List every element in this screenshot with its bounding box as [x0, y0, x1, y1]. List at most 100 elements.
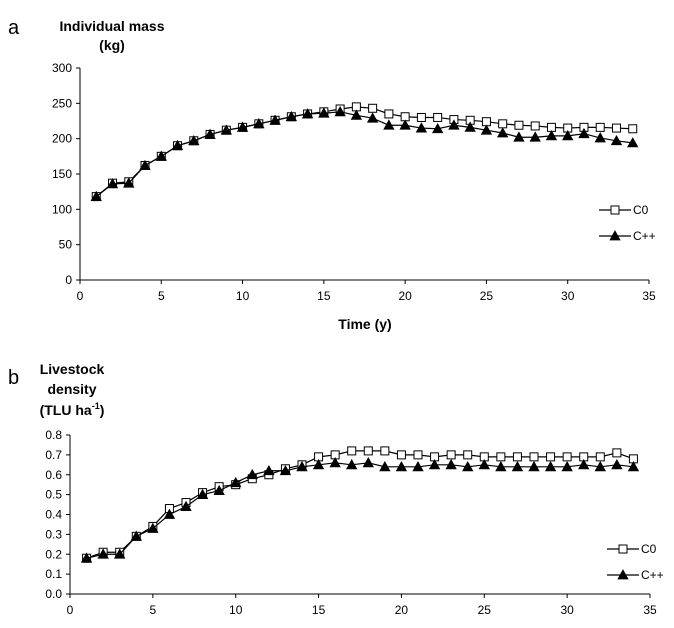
panel-b-series-cplusplus-point [578, 458, 590, 470]
panel-b-series-c0-line [86, 450, 634, 559]
panel-a-label: a [8, 17, 20, 39]
panel-a-x-tick-label: 25 [480, 289, 494, 303]
panel-a-series-cplusplus-point [480, 124, 493, 135]
panel-a-series-cplusplus-point [448, 119, 460, 130]
panel-b-y-tick-label: 0.7 [45, 448, 62, 462]
panel-b-series-cplusplus-point [163, 508, 176, 519]
panel-a-series-cplusplus-point [253, 118, 265, 129]
panel-a-series-cplusplus-point [171, 139, 184, 151]
panel-a-x-tick-label: 10 [236, 289, 250, 303]
panel-a-y-tick-label: 200 [52, 132, 72, 146]
panel-b-series-cplusplus-point [312, 458, 325, 470]
panel-a-series-cplusplus-point [301, 108, 314, 119]
panel-a-series-c0-point [498, 119, 508, 129]
panel-a-series-cplusplus-point [318, 107, 330, 118]
panel-a-series-cplusplus-point [383, 119, 395, 130]
panel-a-legend-cplusplus-marker [609, 230, 621, 241]
panel-a-y-tick-label: 250 [52, 96, 72, 110]
panel-b-y-tick-label: 0.2 [45, 547, 62, 561]
panel-b-x-tick-label: 20 [395, 603, 409, 617]
panel-a-legend-c0-marker [610, 205, 620, 215]
panel-b-axes: 0.0 0.1 0.2 0.3 0.4 0.5 0.6 0.7 0.8 0 5 10 15 20 25 30 3… [45, 428, 657, 617]
panel-b-legend-c0-marker [618, 544, 628, 554]
panel-b-y-tick-label: 0.3 [45, 527, 62, 541]
panel-b-series-cplusplus-point [114, 548, 126, 559]
panel-b-series-c0-point [446, 450, 456, 460]
panel-a-series-cplusplus-point [106, 178, 119, 189]
panel-a-series-cplusplus-point [269, 114, 281, 125]
panel-a-series-cplusplus-point [594, 132, 606, 143]
panel-a-series-cplusplus-point [155, 150, 167, 161]
panel-a-series-cplusplus-point [431, 122, 444, 134]
panel-a-series-cplusplus-point [464, 121, 476, 132]
panel-b-y-tick-label: 0.8 [45, 428, 62, 442]
panel-a-series-cplusplus-point [578, 127, 590, 139]
panel-a-y-tick-label: 300 [52, 61, 72, 75]
panel-a-series-cplusplus-point [90, 190, 102, 202]
panel-a-series-cplusplus-point [562, 130, 574, 141]
panel-a-x-tick-label: 5 [158, 289, 165, 303]
panel-a-y-tick-label: 50 [59, 238, 73, 252]
panel-b-series-c0-point [595, 452, 605, 462]
panel-b-series-cplusplus-point [528, 460, 540, 472]
panel-b-y-tick-label: 0.0 [45, 587, 62, 601]
panel-a-series-c0-point [628, 124, 638, 134]
panel-b-series-c0-point [546, 452, 556, 462]
panel-b-series-cplusplus-point [97, 548, 109, 559]
panel-b-y-tick-label: 0.4 [45, 508, 62, 522]
panel-b-x-tick-label: 30 [560, 603, 574, 617]
panel-a-series-cplusplus-point [220, 124, 232, 135]
panel-b-series-cplusplus-point [329, 457, 341, 468]
panel-a-series-cplusplus-point [334, 105, 346, 117]
panel-b-series-cplusplus-point [544, 460, 557, 472]
panel-b-series-c0-point [463, 450, 473, 460]
panel-a-series-cplusplus-point [610, 134, 623, 146]
panel-b-x-tick-label: 25 [478, 603, 492, 617]
panel-a-individual-mass-chart: a Individual mass (kg) Time (y) 05010015… [8, 17, 656, 332]
panel-b-y-tick-label: 0.5 [45, 488, 62, 502]
panel-b-series-cplusplus-point [445, 458, 457, 470]
panel-b-series-c0-point [413, 450, 423, 460]
panel-b-series-cplusplus-point [80, 552, 93, 563]
panel-b-series-c0-point [396, 450, 406, 460]
panel-b-ylabel-close: ) [100, 402, 105, 418]
panel-a-series-cplusplus-point [236, 121, 249, 132]
panel-b-ylabel-exponent: -1 [92, 401, 100, 411]
panel-b-series-c0-point [496, 452, 506, 462]
panel-b-series-cplusplus-point [130, 530, 142, 541]
panel-a-series-c0-point [433, 112, 443, 122]
panel-a-series-cplusplus-point [285, 110, 298, 122]
panel-a-ylabel-line2: (kg) [99, 37, 125, 53]
panel-a-series-c0-point [416, 112, 426, 122]
panel-a-y-tick-label: 100 [52, 202, 72, 216]
panel-b-legend-c0-label: C0 [641, 542, 657, 556]
panel-a-x-tick-label: 20 [398, 289, 412, 303]
panel-a-legend-c0-label: C0 [633, 203, 649, 217]
panel-b-series-c0-point [363, 446, 373, 456]
panel-a-series-cplusplus-point [123, 177, 135, 188]
panel-b-ylabel-line3: (TLU ha-1) [40, 401, 105, 418]
panel-b-series-cplusplus-point [611, 458, 623, 470]
panel-a-legend-cplusplus-label: C++ [633, 229, 656, 243]
panel-b-series-cplusplus-point [147, 522, 159, 533]
panel-b-series-cplusplus-line [86, 462, 634, 559]
panel-b-x-tick-label: 5 [150, 603, 157, 617]
panel-b-series-cplusplus-point [279, 464, 292, 476]
panel-a-x-tick-label: 35 [642, 289, 656, 303]
panel-a-series-cplusplus-point [513, 131, 525, 142]
panel-a-series-c0-line [95, 106, 633, 198]
panel-b-y-tick-label: 0.6 [45, 468, 62, 482]
panel-b-series-cplusplus-point [180, 500, 192, 511]
panel-b-series-cplusplus-point [246, 468, 258, 480]
panel-a-x-tick-label: 30 [561, 289, 575, 303]
panel-b-series-cplusplus-point [428, 458, 441, 470]
panel-b-y-tick-label: 0.1 [45, 567, 62, 581]
panel-a-legend: C0 C++ [599, 203, 656, 243]
panel-a-x-tick-label: 15 [317, 289, 331, 303]
panel-a-ylabel-line1: Individual mass [59, 18, 164, 34]
panel-b-series-cplusplus-point [495, 460, 507, 472]
panel-b-legend-cplusplus-marker [617, 569, 629, 580]
panel-b-series-cplusplus-point [362, 457, 374, 468]
panel-a-series-cplusplus-point [204, 128, 216, 139]
